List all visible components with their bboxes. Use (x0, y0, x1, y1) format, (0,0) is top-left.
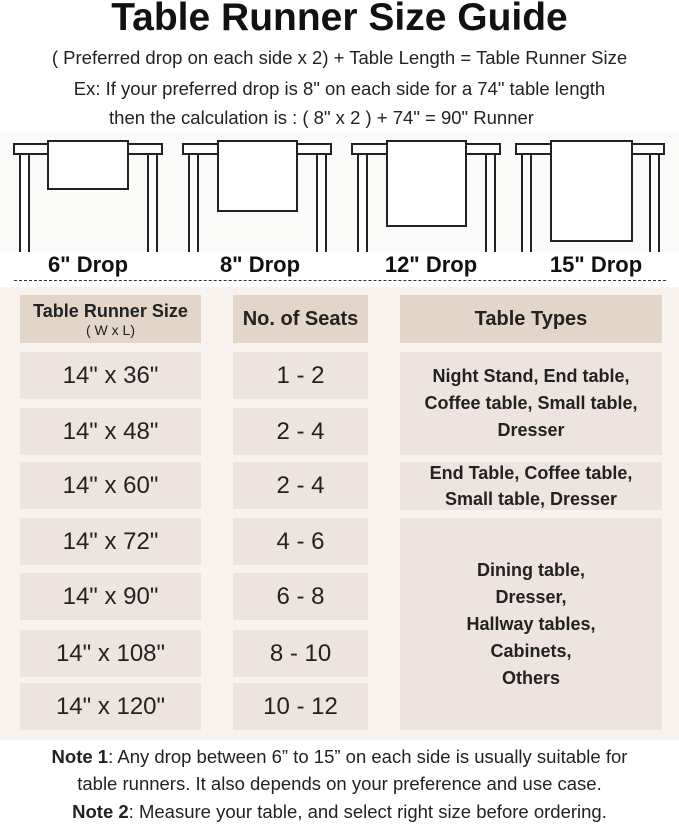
seats-cell: 1 - 2 (233, 352, 368, 399)
seats-cell: 2 - 4 (233, 408, 368, 455)
note-2: Note 2: Measure your table, and select r… (0, 801, 679, 823)
size-cell: 14" x 48" (20, 408, 201, 455)
page-title: Table Runner Size Guide (111, 0, 568, 39)
table-types-cell: End Table, Coffee table, Small table, Dr… (400, 462, 662, 510)
header-size-label: Table Runner Size (33, 300, 188, 321)
note-2-label: Note 2 (72, 801, 129, 822)
seats-cell: 6 - 8 (233, 573, 368, 620)
header-types: Table Types (400, 295, 662, 343)
table-drawings (13, 140, 665, 255)
size-cell: 14" x 36" (20, 352, 201, 399)
table-runner (217, 140, 298, 212)
table-leg (485, 153, 496, 255)
table-runner (47, 140, 129, 190)
seats-cell: 2 - 4 (233, 462, 368, 509)
note-1-text: : Any drop between 6” to 15” on each sid… (108, 746, 628, 767)
table-runner (550, 140, 633, 242)
note-1-line-2: table runners. It also depends on your p… (77, 773, 602, 794)
table-leg (357, 153, 368, 255)
table-types-cell: Dining table, Dresser, Hallway tables, C… (400, 518, 662, 730)
header-size: Table Runner Size ( W x L) (20, 295, 201, 343)
drop-label: 6" Drop (47, 252, 129, 277)
size-cell: 14" x 108" (20, 630, 201, 677)
drop-illustrations (0, 132, 679, 255)
example-line-1: Ex: If your preferred drop is 8" on each… (73, 78, 606, 99)
seats-cell: 8 - 10 (233, 630, 368, 677)
note-1: Note 1: Any drop between 6” to 15” on ea… (0, 746, 679, 768)
size-cell: 14" x 120" (20, 683, 201, 730)
size-cell: 14" x 72" (20, 518, 201, 565)
seats-cell: 10 - 12 (233, 683, 368, 730)
table-leg (521, 153, 532, 255)
table-leg (316, 153, 327, 255)
example-line-2: then the calculation is : ( 8" x 2 ) + 7… (109, 107, 534, 128)
table-leg (649, 153, 660, 255)
table-runner (386, 140, 467, 227)
drop-label: 12" Drop (384, 252, 478, 277)
table-types-cell: Night Stand, End table, Coffee table, Sm… (400, 352, 662, 455)
divider (14, 280, 666, 281)
table-leg (147, 153, 158, 255)
drop-label: 15" Drop (549, 252, 643, 277)
header-seats: No. of Seats (233, 295, 368, 343)
note-2-text: : Measure your table, and select right s… (128, 801, 607, 822)
seats-cell: 4 - 6 (233, 518, 368, 565)
note-1-label: Note 1 (51, 746, 109, 767)
size-cell: 14" x 60" (20, 462, 201, 509)
table-leg (19, 153, 30, 255)
table-leg (188, 153, 199, 255)
formula-text: ( Preferred drop on each side x 2) + Tab… (51, 47, 628, 68)
header-size-sub: ( W x L) (86, 321, 135, 338)
size-cell: 14" x 90" (20, 573, 201, 620)
drop-label: 8" Drop (219, 252, 301, 277)
